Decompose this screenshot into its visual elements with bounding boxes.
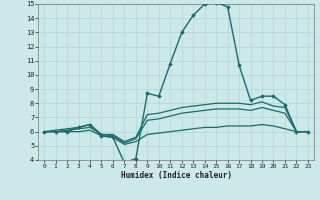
X-axis label: Humidex (Indice chaleur): Humidex (Indice chaleur) — [121, 171, 231, 180]
